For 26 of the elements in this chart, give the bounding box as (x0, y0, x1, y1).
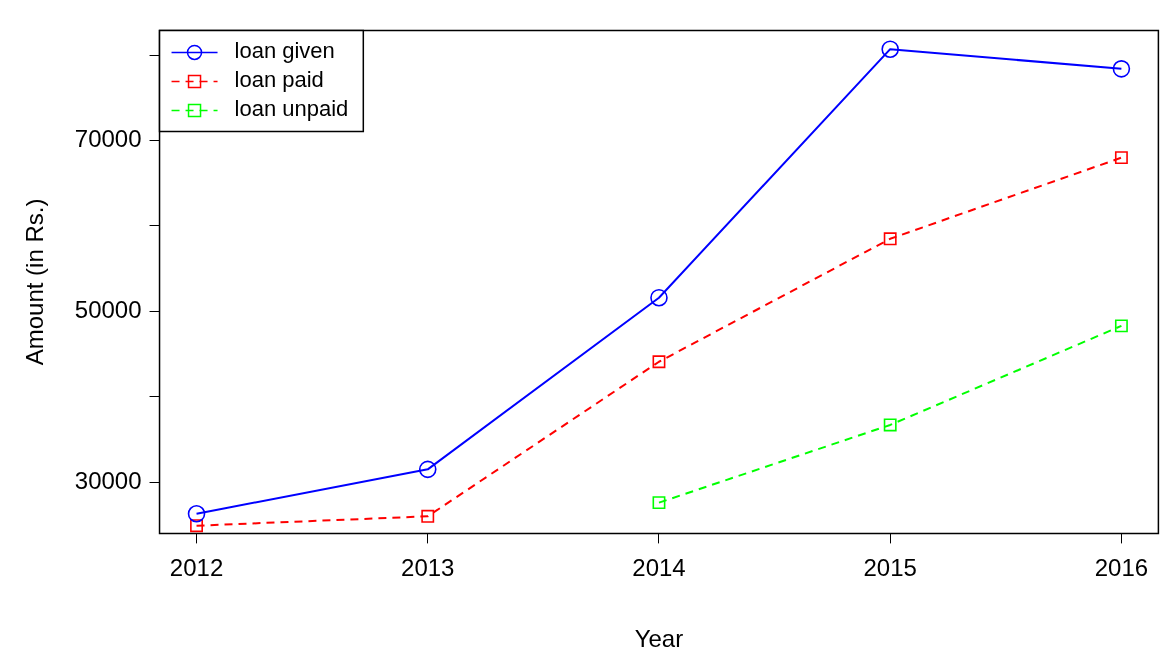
x-tick-label: 2015 (863, 554, 917, 582)
point (652, 496, 666, 510)
legend-label: loan unpaid (234, 96, 349, 122)
y-tick-label: 50000 (74, 295, 142, 323)
y-tick-label: 70000 (74, 125, 142, 153)
point (421, 509, 435, 523)
y-axis-title: Amount (in Rs.) (21, 198, 49, 366)
point (1114, 151, 1128, 165)
legend-label: loan given (234, 38, 335, 64)
point (883, 418, 897, 432)
point (650, 288, 668, 307)
x-tick-label: 2012 (169, 554, 224, 582)
point (881, 40, 899, 58)
x-tick-label: 2013 (401, 554, 455, 582)
point (883, 232, 897, 246)
point (1112, 60, 1131, 78)
legend-label: loan paid (234, 67, 324, 93)
point (418, 460, 437, 479)
x-tick-label: 2014 (632, 554, 686, 582)
x-tick-label: 2016 (1094, 554, 1149, 582)
x-axis-title: Year (634, 625, 684, 653)
point (187, 504, 206, 523)
point (652, 355, 666, 369)
point (190, 519, 203, 533)
point (1114, 319, 1128, 333)
y-tick-label: 30000 (74, 466, 142, 494)
